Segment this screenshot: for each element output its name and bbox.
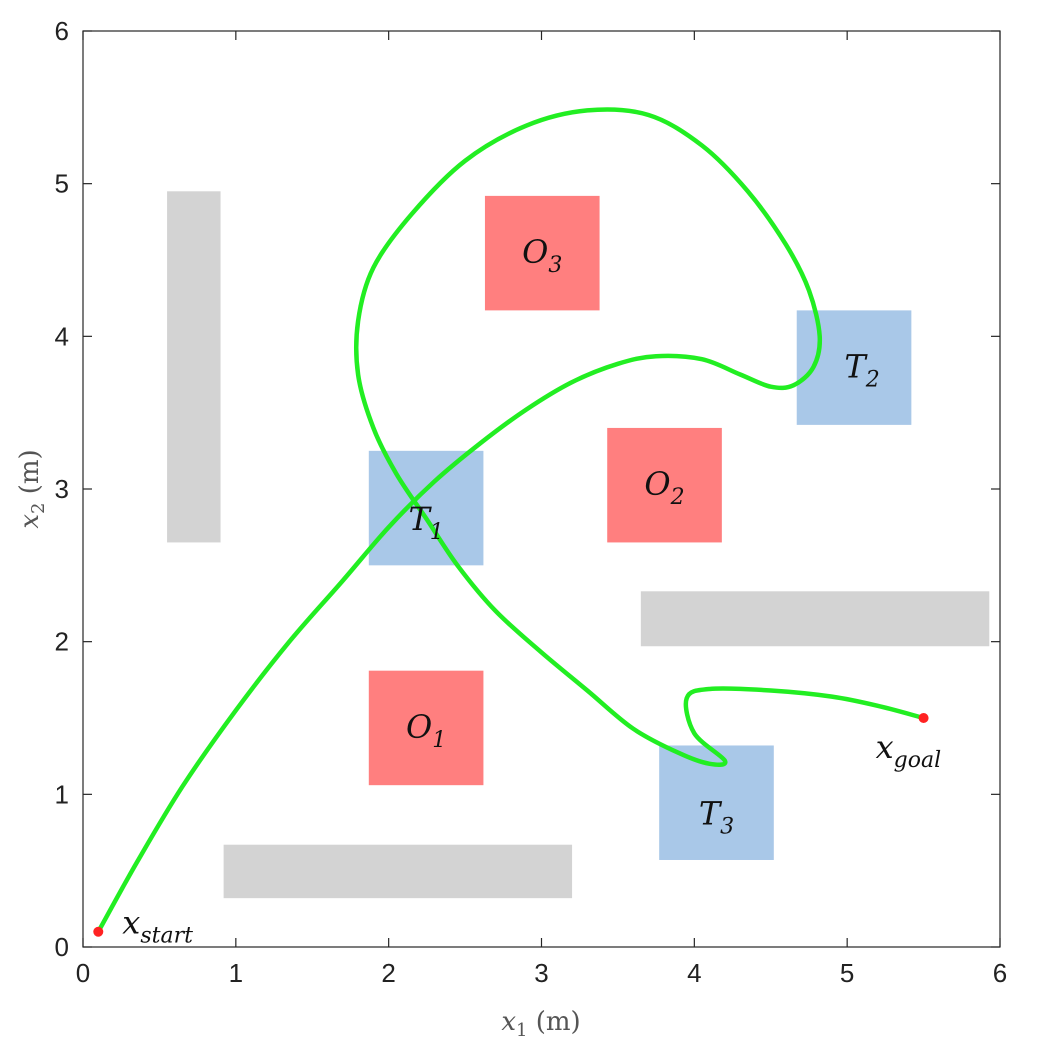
targets-layer bbox=[368, 310, 912, 860]
y-tick-label: 2 bbox=[55, 627, 69, 657]
walls-layer bbox=[167, 191, 990, 899]
obstacle-3 bbox=[484, 195, 600, 311]
target-1 bbox=[368, 450, 484, 566]
x-axis-label: x1 (m) bbox=[501, 1007, 580, 1041]
target-label-3: T3 bbox=[699, 795, 734, 840]
x-tick-label: 5 bbox=[840, 958, 854, 988]
goal-label: xgoal bbox=[876, 728, 942, 773]
target-label-1: T1 bbox=[408, 500, 443, 545]
x-tick-label: 3 bbox=[534, 958, 548, 988]
y-axis-label: x2 (m) bbox=[15, 449, 49, 528]
labels-layer: O1 O2 O3 T1 T2 T3 xstart xgoal bbox=[122, 233, 941, 949]
y-tick-label: 6 bbox=[55, 16, 69, 46]
y-tick-label: 3 bbox=[55, 474, 69, 504]
obstacle-label-3: O3 bbox=[522, 233, 562, 278]
x-tick-label: 6 bbox=[993, 958, 1007, 988]
y-tick-label: 4 bbox=[55, 321, 69, 351]
y-tick-label: 5 bbox=[55, 169, 69, 199]
x-tick-label: 0 bbox=[76, 958, 90, 988]
obstacle-label-2: O2 bbox=[644, 465, 684, 510]
start-marker bbox=[93, 926, 104, 937]
target-2 bbox=[796, 310, 912, 425]
goal-marker bbox=[918, 713, 929, 723]
trajectory-layer bbox=[96, 107, 926, 934]
trajectory-line bbox=[96, 107, 926, 934]
wall-2 bbox=[223, 844, 573, 899]
wall-1 bbox=[167, 191, 221, 543]
obstacles-layer bbox=[368, 195, 722, 786]
x-tick-label: 1 bbox=[229, 958, 243, 988]
y-tick-label: 1 bbox=[55, 779, 69, 809]
y-tick-label: 0 bbox=[55, 932, 69, 962]
axes-layer: 0 1 2 3 4 5 6 0 1 2 3 4 5 6 bbox=[55, 16, 1008, 988]
obstacle-2 bbox=[607, 427, 722, 543]
x-tick-label: 4 bbox=[687, 958, 701, 988]
obstacle-label-1: O1 bbox=[406, 708, 446, 753]
target-label-2: T2 bbox=[844, 348, 879, 393]
wall-3 bbox=[640, 591, 990, 647]
obstacle-1 bbox=[368, 670, 484, 786]
start-label: xstart bbox=[122, 904, 193, 949]
x-tick-label: 2 bbox=[381, 958, 395, 988]
markers-layer bbox=[93, 713, 929, 937]
